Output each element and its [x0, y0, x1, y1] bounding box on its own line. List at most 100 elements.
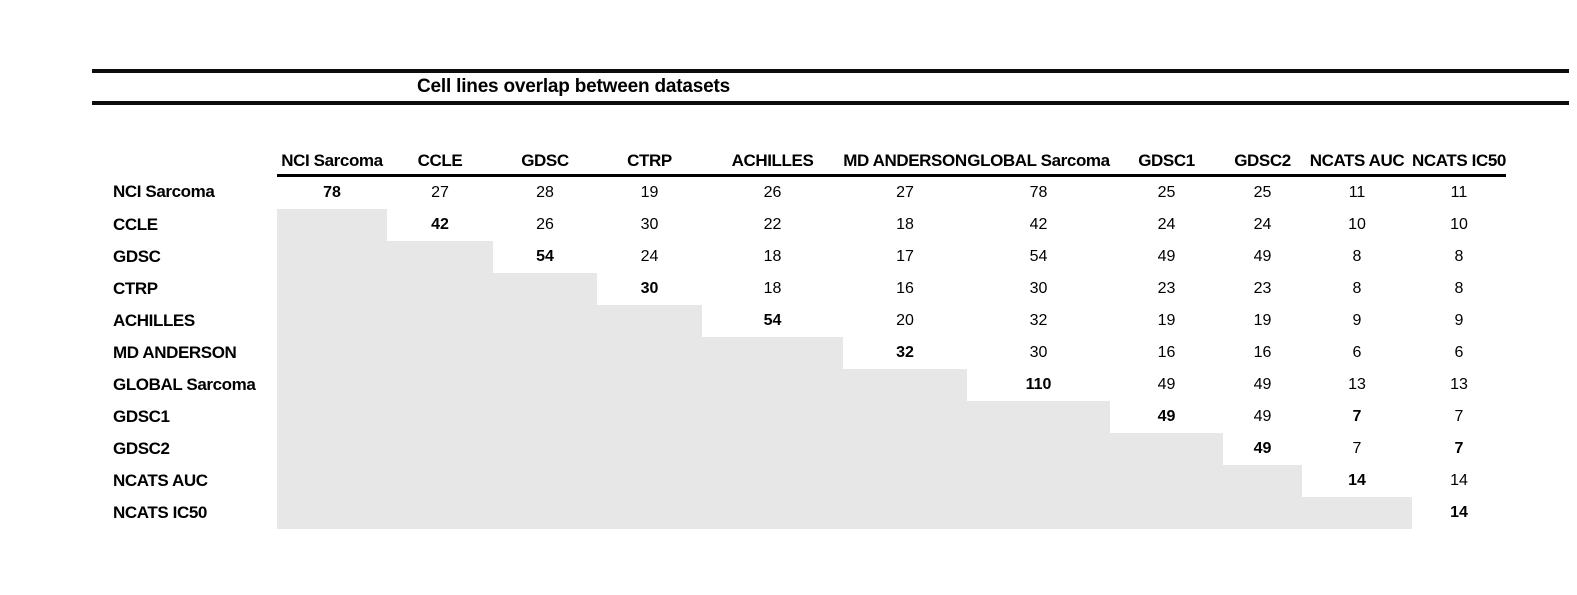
overlap-cell: 54 [536, 248, 554, 265]
shaded-cell [597, 305, 702, 337]
shaded-cell [1110, 465, 1223, 497]
shaded-cell [277, 273, 387, 305]
shaded-cell [387, 305, 493, 337]
overlap-cell: 8 [1352, 248, 1362, 265]
shaded-cell [493, 401, 597, 433]
shaded-cell [597, 369, 702, 401]
overlap-cell: 49 [1253, 376, 1272, 393]
row-label: GDSC2 [113, 439, 170, 458]
shaded-cell [597, 433, 702, 465]
overlap-cell: 32 [896, 344, 914, 361]
overlap-cell: 11 [1450, 184, 1468, 201]
overlap-cell: 78 [1029, 184, 1048, 201]
shaded-cell [493, 497, 597, 529]
overlap-cell: 78 [323, 184, 341, 201]
overlap-cell: 110 [1025, 376, 1052, 393]
overlap-cell: 8 [1454, 280, 1464, 297]
shaded-cell [843, 433, 967, 465]
overlap-cell: 13 [1450, 376, 1468, 393]
table-row: GDSC 54 24 18 17 54 49 49 8 8 [110, 241, 1506, 273]
shaded-cell [1223, 497, 1302, 529]
table-row: CCLE 42 26 30 22 18 42 24 24 10 10 [110, 209, 1506, 241]
shaded-cell [277, 305, 387, 337]
overlap-cell: 19 [640, 184, 659, 201]
overlap-cell: 30 [1029, 280, 1048, 297]
shaded-cell [967, 433, 1110, 465]
shaded-cell [387, 273, 493, 305]
shaded-cell [597, 465, 702, 497]
row-label: GDSC [113, 247, 161, 266]
overlap-cell: 26 [536, 216, 554, 233]
row-label: GDSC1 [113, 407, 170, 426]
overlap-cell: 18 [763, 248, 782, 265]
column-header-nci-sarcoma: NCI Sarcoma [277, 140, 387, 177]
row-label: CCLE [113, 215, 158, 234]
column-header-ncats-ic50: NCATS IC50 [1412, 140, 1506, 177]
table-row: CTRP 30 18 16 30 23 23 8 8 [110, 273, 1506, 305]
shaded-cell [702, 433, 843, 465]
column-header-gdsc1: GDSC1 [1110, 140, 1223, 177]
shaded-cell [493, 273, 597, 305]
overlap-cell: 25 [1253, 184, 1272, 201]
shaded-cell [387, 465, 493, 497]
shaded-cell [277, 241, 387, 273]
table-row: NCATS AUC 14 14 [110, 465, 1506, 497]
shaded-cell [843, 369, 967, 401]
row-label: NCATS AUC [113, 471, 208, 490]
row-label: ACHILLES [113, 311, 195, 330]
row-label: GLOBAL Sarcoma [113, 375, 256, 394]
shaded-cell [597, 337, 702, 369]
shaded-cell [277, 465, 387, 497]
shaded-cell [493, 305, 597, 337]
overlap-cell: 8 [1352, 280, 1362, 297]
shaded-cell [387, 497, 493, 529]
table-row: NCATS IC50 14 [110, 497, 1506, 529]
overlap-cell: 14 [1348, 472, 1366, 489]
overlap-cell: 54 [763, 312, 782, 329]
table-row: MD ANDERSON 32 30 16 16 6 6 [110, 337, 1506, 369]
corner-cell [110, 140, 277, 176]
overlap-cell: 7 [1352, 440, 1362, 457]
column-header-global-sarcoma: GLOBAL Sarcoma [967, 140, 1110, 177]
overlap-cell: 23 [1253, 280, 1272, 297]
overlap-cell: 49 [1157, 376, 1176, 393]
overlap-cell: 42 [1029, 216, 1048, 233]
shaded-cell [702, 465, 843, 497]
overlap-cell: 9 [1454, 312, 1464, 329]
overlap-cell: 16 [896, 280, 914, 297]
title-band: Cell lines overlap between datasets [92, 69, 1569, 105]
table-row: ACHILLES 54 20 32 19 19 9 9 [110, 305, 1506, 337]
overlap-cell: 14 [1450, 472, 1468, 489]
shaded-cell [1302, 497, 1412, 529]
overlap-cell: 19 [1157, 312, 1176, 329]
table-row: NCI Sarcoma 78 27 28 19 26 27 78 25 25 11 11 [110, 176, 1506, 210]
overlap-cell: 26 [763, 184, 782, 201]
overlap-cell: 30 [640, 280, 659, 297]
table-row: GDSC1 49 49 7 7 [110, 401, 1506, 433]
shaded-cell [1110, 433, 1223, 465]
overlap-table: NCI Sarcoma CCLE GDSC CTRP ACHILLES MD A… [110, 140, 1506, 529]
overlap-cell: 42 [431, 216, 449, 233]
column-header-gdsc2: GDSC2 [1223, 140, 1302, 177]
overlap-cell: 10 [1450, 216, 1468, 233]
overlap-cell: 30 [640, 216, 659, 233]
shaded-cell [277, 401, 387, 433]
overlap-cell: 6 [1454, 344, 1464, 361]
shaded-cell [843, 465, 967, 497]
overlap-cell: 49 [1157, 408, 1176, 425]
row-label: CTRP [113, 279, 158, 298]
column-header-ctrp: CTRP [597, 140, 702, 177]
shaded-cell [387, 433, 493, 465]
overlap-cell: 27 [431, 184, 449, 201]
overlap-cell: 18 [763, 280, 782, 297]
table-row: GDSC2 49 7 7 [110, 433, 1506, 465]
overlap-cell: 14 [1450, 504, 1468, 521]
shaded-cell [843, 401, 967, 433]
shaded-cell [277, 497, 387, 529]
overlap-cell: 20 [896, 312, 914, 329]
shaded-cell [277, 337, 387, 369]
overlap-cell: 24 [640, 248, 659, 265]
overlap-cell: 7 [1454, 440, 1464, 457]
shaded-cell [597, 401, 702, 433]
overlap-cell: 24 [1253, 216, 1272, 233]
